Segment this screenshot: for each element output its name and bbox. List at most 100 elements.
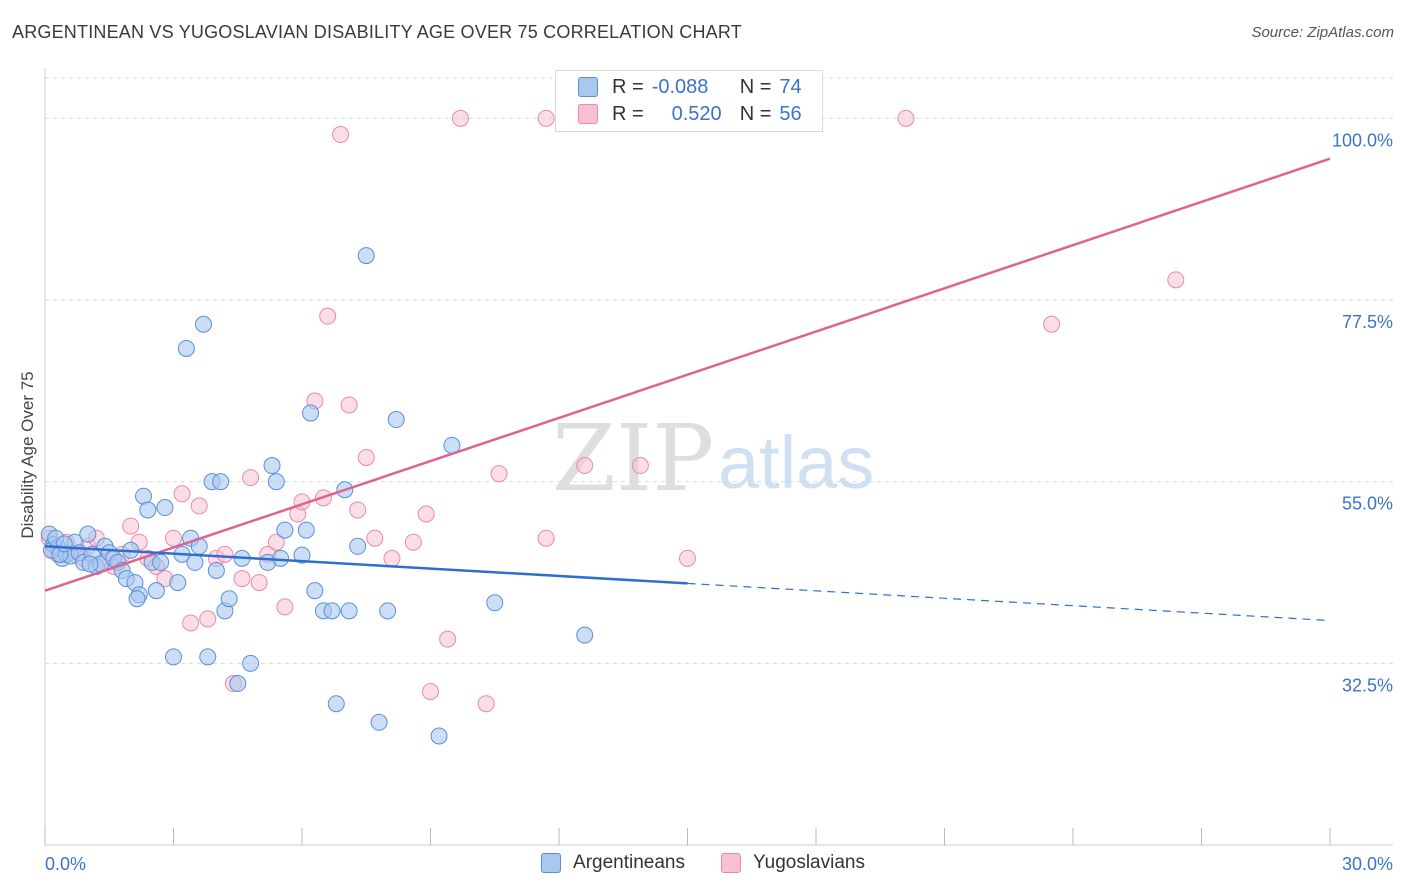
legend-n-label: N = (739, 75, 772, 98)
y-axis-title: Disability Age Over 75 (18, 371, 37, 538)
argentineans-point (340, 602, 358, 620)
argentineans-point (220, 590, 238, 608)
argentineans-point (177, 339, 195, 357)
source-credit: Source: ZipAtlas.com (1251, 24, 1394, 41)
series-label-argentineans: Argentineans (573, 852, 685, 873)
yugoslavians-point (490, 465, 508, 483)
legend-r-label: R = (612, 102, 644, 125)
argentineans-point (263, 457, 281, 475)
legend-n-value: 74 (779, 75, 802, 98)
argentineans-point (139, 501, 157, 519)
yugoslavians-point (439, 630, 457, 648)
yugoslavians-point (182, 614, 200, 632)
yugoslavians-point (537, 109, 555, 127)
yugoslavians-point (631, 457, 649, 475)
legend-r-label: R = (612, 75, 644, 98)
series-swatch-pink (721, 853, 741, 873)
correlation-legend: R = -0.088 N = 74 R = 0.520 N = 56 (555, 70, 823, 132)
yugoslavians-point (576, 457, 594, 475)
watermark-atlas: atlas (718, 421, 874, 504)
argentineans-point (306, 582, 324, 600)
trend-lines (44, 157, 1331, 622)
argentineans-point (370, 713, 388, 731)
legend-swatch-blue (578, 77, 598, 97)
argentineans-point (430, 727, 448, 745)
argentineans-point (576, 626, 594, 644)
yugoslavians-point (267, 533, 285, 551)
yugoslavians-point (250, 574, 268, 592)
legend-swatch-pink (578, 104, 598, 124)
argentineans-point (212, 473, 230, 491)
argentineans-point (128, 590, 146, 608)
argentineans-point (297, 521, 315, 539)
argentineans-point (186, 553, 204, 571)
argentineans-point (302, 404, 320, 422)
argentineans-point (379, 602, 397, 620)
argentineans-point (55, 535, 73, 553)
watermark-zip: ZIP (552, 405, 714, 512)
yugoslavians-point (451, 109, 469, 127)
chart-title: ARGENTINEAN VS YUGOSLAVIAN DISABILITY AG… (12, 22, 742, 42)
yugoslavians-point (173, 485, 191, 503)
argentineans-point (165, 648, 182, 666)
yugoslavians-point (422, 683, 439, 701)
argentineans-trend-line (44, 545, 688, 585)
axes (44, 68, 1393, 846)
argentineans-point (147, 582, 165, 600)
argentineans-point (156, 499, 174, 517)
argentineans-point (152, 553, 170, 571)
argentineans-trend-extension (687, 582, 1331, 622)
yugoslavians-point (477, 695, 495, 713)
x-tick-label: 30.0% (1342, 854, 1393, 874)
argentineans-point (387, 411, 405, 429)
argentineans-point (194, 315, 212, 333)
legend-n-label: N = (739, 102, 772, 125)
legend-r-value: 0.520 (671, 102, 722, 125)
argentineans-point (357, 247, 375, 265)
yugoslavians-point (242, 469, 260, 487)
yugoslavians-point (340, 396, 358, 414)
yugoslavians-point (276, 598, 294, 616)
argentineans-point (79, 525, 97, 543)
argentineans-point (327, 695, 345, 713)
y-tick-label: 55.0% (1342, 494, 1393, 514)
yugoslavians-point (366, 529, 384, 547)
series-legend-argentineans[interactable]: Argentineans (541, 852, 685, 874)
yugoslavians-point (190, 497, 208, 515)
yugoslavians-point (332, 126, 350, 144)
yugoslavians-point (319, 307, 337, 325)
x-tick-label: 0.0% (45, 854, 86, 874)
y-tick-label: 100.0% (1332, 130, 1393, 150)
argentineans-point (349, 537, 367, 555)
yugoslavians-point (404, 533, 422, 551)
y-tick-label: 32.5% (1342, 675, 1393, 695)
argentineans-point (242, 654, 260, 672)
argentineans-point (276, 521, 294, 539)
yugoslavians-point (897, 109, 915, 127)
argentineans-point (323, 602, 341, 620)
legend-row-yugoslavians: R = 0.520 N = 56 (578, 102, 802, 126)
legend-row-argentineans: R = -0.088 N = 74 (578, 75, 802, 99)
yugoslavians-point (679, 549, 696, 567)
yugoslavians-point (383, 549, 401, 567)
yugoslavians-point (1043, 315, 1061, 333)
yugoslavians-point (122, 517, 140, 535)
yugoslavians-point (357, 448, 375, 466)
yugoslavians-point (199, 610, 217, 628)
yugoslavians-point (417, 505, 435, 523)
argentineans-point (267, 473, 285, 491)
argentineans-point (199, 648, 217, 666)
yugoslavians-point (1167, 271, 1185, 289)
legend-n-value: 56 (779, 102, 802, 125)
watermark: ZIP atlas (552, 405, 874, 512)
yugoslavians-point (537, 529, 555, 547)
argentineans-point (293, 546, 311, 564)
yugoslavians-point (165, 529, 182, 547)
legend-r-value: -0.088 (651, 75, 709, 98)
series-legend: Argentineans Yugoslavians (0, 852, 1406, 874)
yugoslavians-point (233, 570, 251, 588)
series-swatch-blue (541, 853, 562, 873)
series-legend-yugoslavians[interactable]: Yugoslavians (721, 852, 865, 874)
yugoslavians-point (349, 501, 367, 519)
